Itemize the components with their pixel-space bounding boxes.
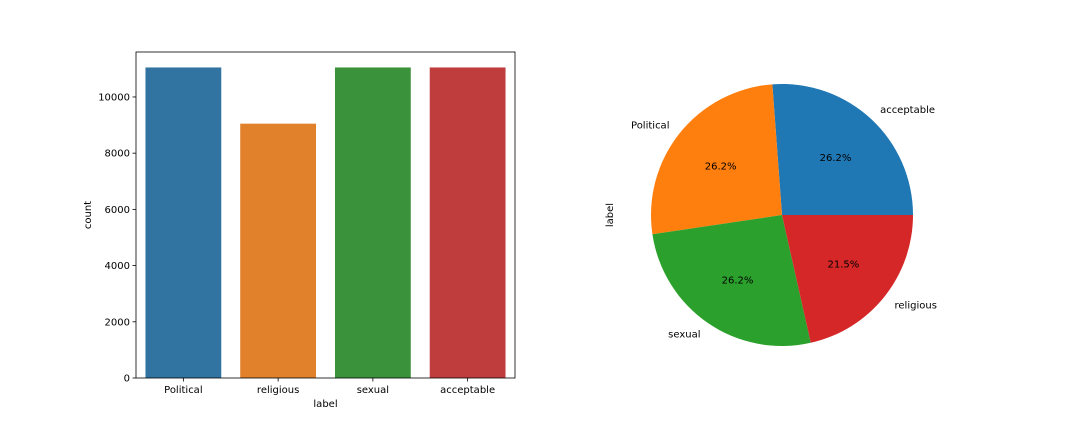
x-tick-label: religious: [257, 385, 299, 396]
pie-label-political: Political: [631, 120, 669, 131]
x-tick-label: sexual: [357, 385, 389, 396]
y-tick-label: 8000: [105, 149, 130, 160]
bar-religious: [240, 123, 317, 379]
bar-sexual: [334, 67, 411, 378]
pie-slice-religious: [782, 215, 913, 343]
bar-chart: Political religious sexual acceptable 0 2000 4…: [83, 51, 516, 410]
y-axis-label: count: [83, 201, 94, 229]
y-tick-label: 4000: [105, 261, 130, 272]
pie-chart: 26.2% acceptable 26.2% Political 26.2% sexual…: [605, 84, 937, 346]
pie-pct-label-political: 26.2%: [705, 161, 737, 172]
y-tick-label: 0: [124, 374, 130, 385]
bar-acceptable: [429, 67, 506, 378]
y-tick-label: 2000: [105, 317, 130, 328]
pie-slice-political: [651, 84, 782, 235]
pie-slice-acceptable: [772, 84, 913, 215]
y-tick-label: 10000: [98, 92, 130, 103]
x-tick-label: acceptable: [440, 385, 495, 396]
pie-pct-label-acceptable: 26.2%: [820, 153, 852, 164]
pie-label-religious: religious: [895, 301, 937, 312]
x-tick-label: Political: [164, 385, 202, 396]
pie-slice-sexual: [652, 215, 811, 346]
y-tick-label: 6000: [105, 205, 130, 216]
pie-label-sexual: sexual: [668, 329, 700, 340]
pie-pct-label-religious: 21.5%: [827, 260, 859, 271]
bar-political: [145, 67, 222, 378]
pie-label-acceptable: acceptable: [880, 105, 935, 116]
pie-pct-label-sexual: 26.2%: [722, 275, 754, 286]
x-axis-label: label: [313, 399, 337, 410]
axes-frame: [135, 51, 516, 379]
pie-y-axis-label: label: [605, 203, 616, 227]
